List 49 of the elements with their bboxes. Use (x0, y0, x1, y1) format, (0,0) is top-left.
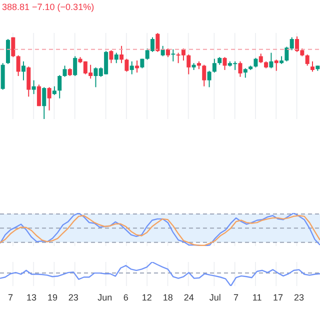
candlestick (202, 64, 206, 87)
candlestick (160, 45, 165, 57)
candlestick (171, 48, 176, 62)
text: 388.81 −7.10 (−0.31%) (2, 2, 94, 12)
candlestick (305, 54, 310, 66)
candlestick (58, 74, 62, 99)
candlestick (124, 58, 129, 72)
candlestick (156, 33, 160, 52)
x-tick-label: 11 (252, 292, 262, 302)
x-tick-label: 17 (273, 292, 284, 302)
x-tick-label: 23 (294, 292, 304, 302)
candlestick (238, 60, 242, 78)
candlestick (47, 86, 52, 111)
candlestick (16, 54, 20, 76)
x-tick-label: 12 (142, 292, 152, 302)
candlestick (36, 84, 41, 107)
x-tick-label: 24 (184, 292, 194, 302)
candlestick (73, 56, 78, 76)
candlestick (258, 53, 263, 64)
x-tick-label: 23 (68, 292, 78, 302)
candlestick (120, 45, 124, 64)
candlestick (109, 50, 114, 64)
candlestick (269, 52, 274, 69)
candlestick (6, 38, 10, 64)
candlestick (32, 80, 36, 95)
x-tick-label: Jun (98, 292, 112, 302)
candlestick (186, 54, 191, 75)
x-tick-label: 19 (47, 292, 58, 302)
x-tick-label: Jul (209, 292, 221, 302)
candlestick (114, 52, 118, 64)
candlestick (243, 68, 248, 78)
candlestick (26, 66, 31, 98)
x-tick-label: 7 (8, 292, 13, 302)
candlestick (62, 65, 67, 78)
candlestick (310, 60, 315, 72)
candlestick (222, 56, 227, 70)
candlestick (135, 60, 140, 74)
candlestick (11, 36, 16, 58)
candlestick (21, 60, 26, 81)
x-tick-label: 6 (123, 292, 128, 302)
x-tick-label: 18 (162, 292, 173, 302)
candlestick (130, 60, 134, 75)
x-tick-label: 7 (234, 292, 239, 302)
candlestick (274, 59, 278, 72)
candlestick (207, 70, 212, 88)
x-tick-label: 13 (26, 292, 36, 302)
candlestick (254, 57, 258, 68)
candlestick (212, 58, 216, 74)
candlestick (42, 86, 46, 119)
